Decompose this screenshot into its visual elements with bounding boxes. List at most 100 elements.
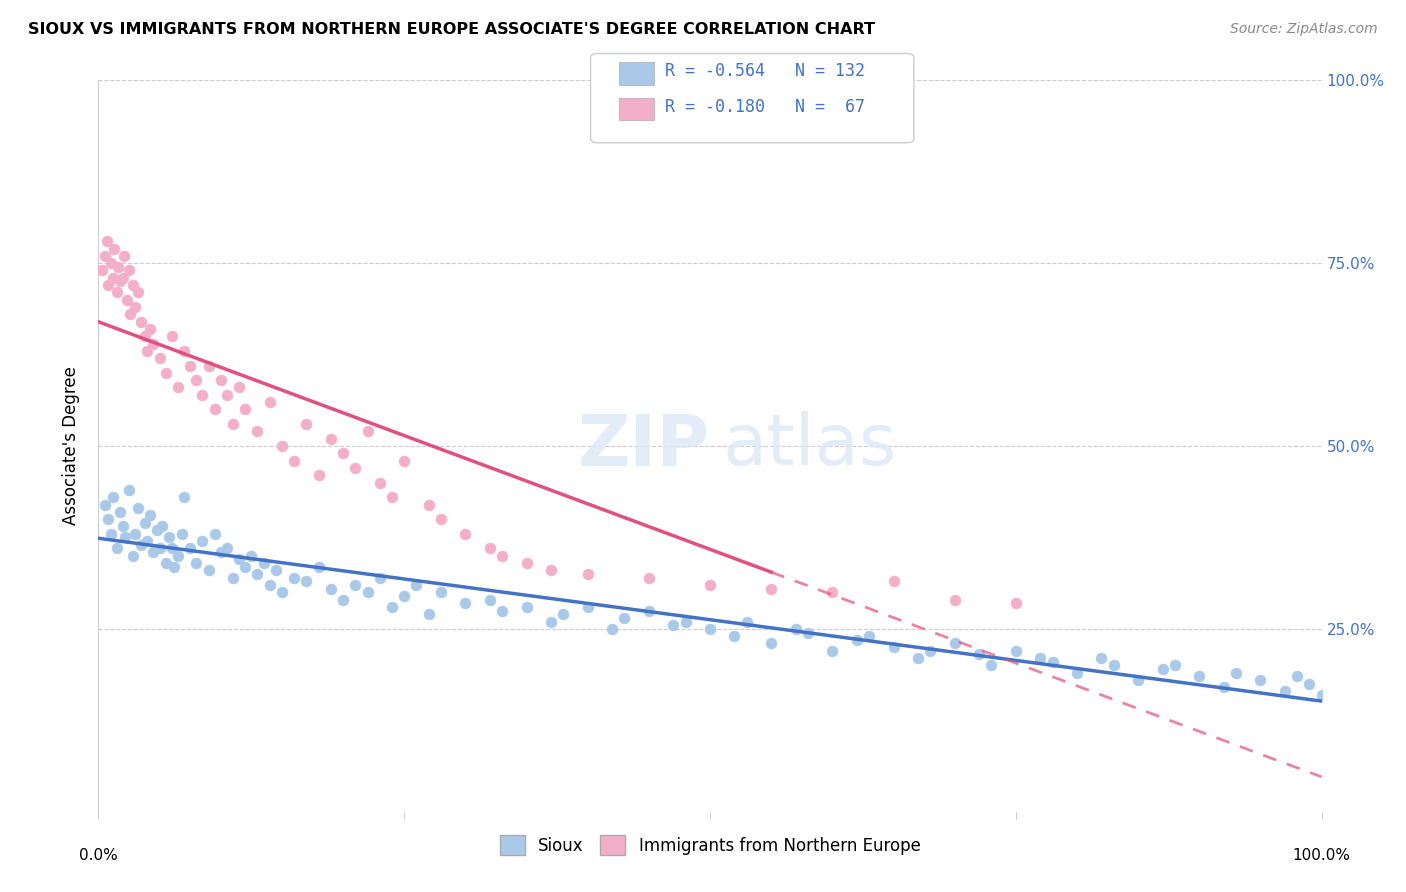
Point: [418, 498, 440, 512]
Point: [613, 611, 636, 625]
Point: [883, 640, 905, 655]
Point: [1004, 644, 1026, 658]
Point: [120, 307, 142, 321]
Point: [1029, 651, 1052, 665]
Point: [883, 574, 905, 589]
Point: [129, 538, 152, 552]
Text: 0.0%: 0.0%: [79, 848, 118, 863]
Point: [675, 615, 697, 629]
Point: [1102, 658, 1125, 673]
Point: [540, 563, 562, 577]
Point: [308, 559, 330, 574]
Point: [246, 567, 269, 582]
Point: [1066, 665, 1088, 680]
Point: [943, 636, 966, 650]
Point: [723, 629, 745, 643]
Point: [368, 571, 391, 585]
Point: [516, 556, 538, 570]
Point: [1128, 673, 1150, 687]
Point: [821, 585, 844, 599]
Point: [139, 508, 162, 523]
Point: [576, 599, 599, 614]
Point: [1310, 688, 1333, 702]
Point: [118, 483, 141, 497]
Point: [264, 563, 287, 577]
Point: [173, 490, 195, 504]
Text: SIOUX VS IMMIGRANTS FROM NORTHERN EUROPE ASSOCIATE'S DEGREE CORRELATION CHART: SIOUX VS IMMIGRANTS FROM NORTHERN EUROPE…: [28, 22, 875, 37]
Point: [91, 263, 114, 277]
Point: [478, 541, 501, 556]
Point: [381, 490, 404, 504]
Point: [478, 592, 501, 607]
Point: [418, 607, 440, 622]
Point: [103, 242, 125, 256]
Point: [139, 322, 162, 336]
Point: [127, 501, 149, 516]
Point: [96, 234, 118, 248]
Point: [134, 516, 156, 530]
Point: [111, 519, 134, 533]
Point: [576, 567, 599, 582]
Point: [1274, 684, 1296, 698]
Point: [222, 571, 245, 585]
Point: [381, 599, 404, 614]
Point: [105, 285, 128, 300]
Point: [699, 578, 721, 592]
Point: [101, 270, 124, 285]
Point: [134, 329, 156, 343]
Point: [553, 607, 575, 622]
Text: R = -0.564   N = 132: R = -0.564 N = 132: [665, 62, 865, 80]
Point: [980, 658, 1002, 673]
Point: [209, 545, 232, 559]
Point: [920, 644, 942, 658]
Point: [344, 461, 367, 475]
Point: [100, 526, 122, 541]
Point: [170, 526, 193, 541]
Point: [110, 505, 132, 519]
Point: [150, 519, 173, 533]
Point: [319, 582, 342, 596]
Point: [454, 526, 477, 541]
Point: [1250, 673, 1272, 687]
Point: [332, 592, 354, 607]
Legend: Sioux, Immigrants from Northern Europe: Sioux, Immigrants from Northern Europe: [494, 829, 927, 862]
Point: [157, 530, 180, 544]
Point: [430, 585, 453, 599]
Point: [136, 343, 159, 358]
Point: [186, 373, 208, 387]
Point: [1225, 665, 1247, 680]
Point: [204, 402, 226, 417]
Point: [907, 651, 929, 665]
Point: [197, 563, 219, 577]
Point: [430, 512, 453, 526]
Point: [392, 589, 416, 603]
Point: [356, 425, 378, 439]
Point: [233, 559, 256, 574]
Point: [118, 263, 141, 277]
Point: [129, 315, 152, 329]
Point: [491, 603, 513, 617]
Point: [179, 359, 201, 373]
Point: [146, 523, 169, 537]
Point: [228, 552, 250, 566]
Point: [1004, 596, 1026, 610]
Point: [124, 526, 146, 541]
Point: [197, 359, 219, 373]
Point: [191, 388, 214, 402]
Point: [114, 530, 136, 544]
Point: [1298, 676, 1320, 690]
Point: [186, 556, 208, 570]
Point: [270, 439, 294, 453]
Point: [295, 417, 318, 431]
Point: [204, 526, 226, 541]
Point: [105, 541, 128, 556]
Point: [516, 599, 538, 614]
Point: [93, 249, 115, 263]
Point: [142, 545, 165, 559]
Point: [136, 534, 159, 549]
Point: [308, 468, 330, 483]
Point: [112, 249, 135, 263]
Point: [540, 615, 562, 629]
Point: [93, 498, 115, 512]
Point: [1090, 651, 1112, 665]
